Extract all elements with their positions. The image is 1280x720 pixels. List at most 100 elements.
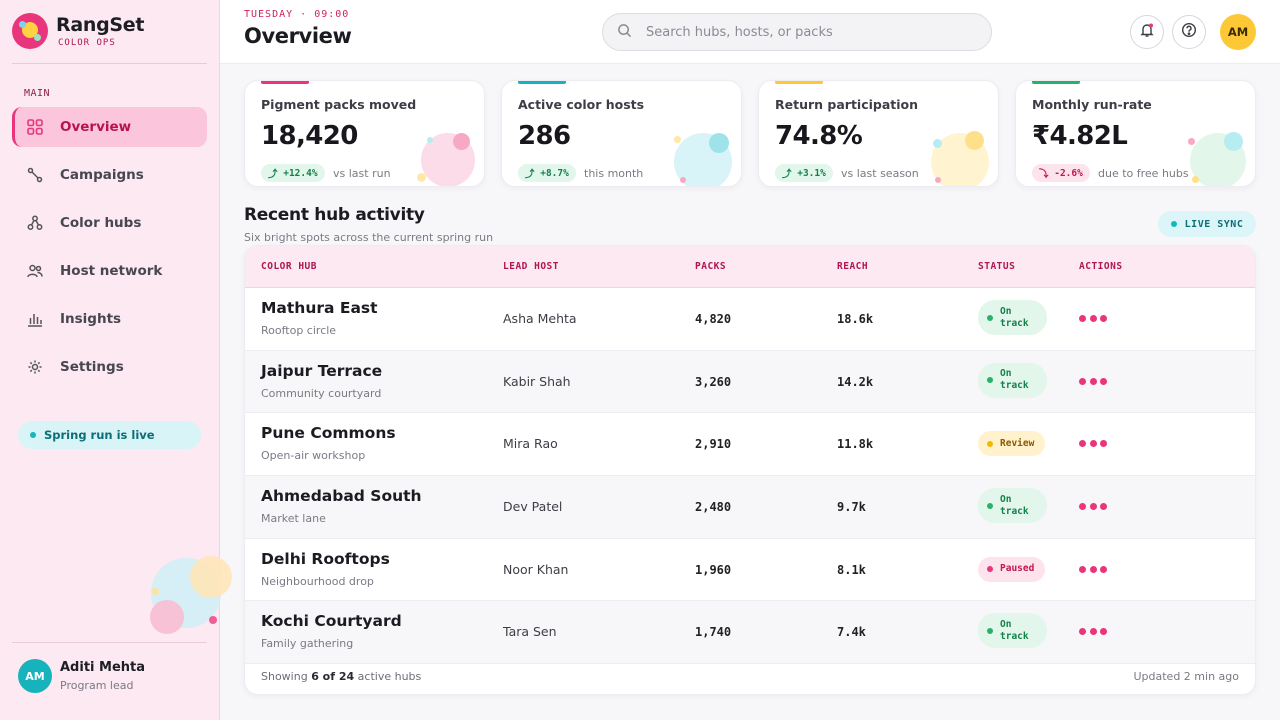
sidebar-item-label: Overview bbox=[60, 119, 132, 135]
column-header[interactable]: COLOR HUB bbox=[261, 261, 317, 272]
kpi-delta-value: +8.7% bbox=[540, 167, 569, 179]
sidebar-item-label: Settings bbox=[60, 359, 124, 375]
status-badge: On track bbox=[978, 488, 1047, 524]
trend-up-icon: ⤴ bbox=[525, 169, 541, 180]
sidebar-item-label: Color hubs bbox=[60, 215, 142, 231]
kpi-card-active-hosts[interactable]: Active color hosts 286 ⤴ +8.7% this mont… bbox=[501, 80, 742, 187]
table-row[interactable]: Delhi Rooftops Neighbourhood drop Noor K… bbox=[245, 539, 1255, 602]
status-label: On track bbox=[1000, 368, 1029, 392]
hub-name[interactable]: Kochi Courtyard bbox=[261, 612, 402, 631]
sidebar-item-campaigns[interactable]: Campaigns bbox=[12, 155, 207, 195]
table-header: COLOR HUB LEAD HOST PACKS REACH STATUS A… bbox=[245, 246, 1255, 288]
grid-icon bbox=[26, 118, 44, 136]
decorative-blob bbox=[935, 177, 941, 183]
kpi-card-monthly-run-rate[interactable]: Monthly run-rate ₹4.82L ⤵ -2.6% due to f… bbox=[1015, 80, 1256, 187]
table-row[interactable]: Jaipur Terrace Community courtyard Kabir… bbox=[245, 350, 1255, 414]
lead-host: Kabir Shah bbox=[503, 373, 571, 389]
kpi-value: 74.8% bbox=[775, 121, 863, 151]
divider bbox=[12, 642, 207, 643]
column-header[interactable]: LEAD HOST bbox=[503, 261, 559, 272]
hub-name[interactable]: Jaipur Terrace bbox=[261, 361, 383, 380]
packs-value: 3,260 bbox=[695, 374, 732, 389]
brand-logo-icon bbox=[12, 13, 48, 49]
table-body: Mathura East Rooftop circle Asha Mehta 4… bbox=[245, 288, 1255, 665]
column-header[interactable]: STATUS bbox=[978, 261, 1016, 272]
search-bar[interactable] bbox=[602, 13, 992, 51]
page-title: Overview bbox=[244, 24, 352, 48]
kpi-card-return-participation[interactable]: Return participation 74.8% ⤴ +3.1% vs la… bbox=[758, 80, 999, 187]
kpi-label: Return participation bbox=[775, 97, 919, 112]
user-name: Aditi Mehta bbox=[60, 660, 146, 675]
column-header[interactable]: REACH bbox=[837, 261, 869, 272]
table-footer: Showing 6 of 24 active hubs Updated 2 mi… bbox=[245, 663, 1255, 694]
row-actions-button[interactable] bbox=[1079, 440, 1111, 448]
decorative-blob bbox=[417, 173, 426, 182]
reach-value: 14.2k bbox=[837, 374, 874, 389]
kpi-label: Pigment packs moved bbox=[261, 97, 417, 112]
sidebar-item-overview[interactable]: Overview bbox=[12, 107, 207, 147]
table-row[interactable]: Mathura East Rooftop circle Asha Mehta 4… bbox=[245, 288, 1255, 351]
section-title: Recent hub activity bbox=[244, 205, 425, 225]
packs-value: 2,480 bbox=[695, 500, 732, 515]
search-icon bbox=[617, 23, 632, 42]
brand[interactable]: RangSet COLOR OPS bbox=[12, 13, 144, 49]
avatar[interactable]: AM bbox=[1220, 14, 1256, 50]
sidebar-item-label: Insights bbox=[60, 311, 122, 327]
hub-name[interactable]: Pune Commons bbox=[261, 424, 396, 443]
decorative-blob bbox=[190, 556, 232, 598]
lead-host: Tara Sen bbox=[503, 624, 557, 640]
reach-value: 11.8k bbox=[837, 437, 874, 452]
kpi-delta-badge: ⤴ +3.1% bbox=[775, 164, 833, 182]
sidebar-nav: Overview Campaigns Color hubs Host netwo… bbox=[12, 107, 207, 395]
user-role: Program lead bbox=[60, 679, 134, 692]
kpi-note: vs last season bbox=[841, 167, 919, 180]
live-sync-badge[interactable]: LIVE SYNC bbox=[1158, 211, 1256, 237]
pagination-summary: Showing 6 of 24 active hubs bbox=[261, 670, 421, 683]
sidebar-item-color-hubs[interactable]: Color hubs bbox=[12, 203, 207, 243]
sidebar-item-host-network[interactable]: Host network bbox=[12, 251, 207, 291]
help-button[interactable] bbox=[1172, 15, 1206, 49]
row-actions-button[interactable] bbox=[1079, 628, 1111, 636]
hub-activity-table: COLOR HUB LEAD HOST PACKS REACH STATUS A… bbox=[244, 245, 1256, 695]
hub-type: Rooftop circle bbox=[261, 324, 337, 337]
hub-name[interactable]: Delhi Rooftops bbox=[261, 549, 390, 568]
trend-down-icon: ⤵ bbox=[1039, 169, 1055, 180]
sidebar-item-insights[interactable]: Insights bbox=[12, 299, 207, 339]
lead-host: Mira Rao bbox=[503, 436, 558, 452]
lead-host: Dev Patel bbox=[503, 499, 563, 515]
hub-name[interactable]: Ahmedabad South bbox=[261, 487, 422, 506]
gear-icon bbox=[26, 358, 44, 376]
user-profile[interactable]: AM Aditi Mehta Program lead bbox=[18, 659, 145, 693]
kpi-delta-badge: ⤴ +12.4% bbox=[261, 164, 325, 182]
row-actions-button[interactable] bbox=[1079, 377, 1111, 385]
shown-count: 6 of 24 bbox=[311, 670, 355, 683]
kpi-delta-badge: ⤴ +8.7% bbox=[518, 164, 576, 182]
hub-name[interactable]: Mathura East bbox=[261, 299, 378, 317]
row-actions-button[interactable] bbox=[1079, 503, 1111, 511]
search-input[interactable] bbox=[646, 24, 966, 40]
people-icon bbox=[26, 262, 44, 280]
table-row[interactable]: Ahmedabad South Market lane Dev Patel 2,… bbox=[245, 476, 1255, 539]
reach-value: 8.1k bbox=[837, 562, 866, 577]
spring-run-status-pill: Spring run is live bbox=[18, 421, 201, 449]
kpi-value: 286 bbox=[518, 121, 571, 151]
bell-icon bbox=[1139, 22, 1155, 42]
decorative-blob bbox=[965, 131, 984, 150]
status-badge: On track bbox=[978, 300, 1047, 335]
table-row[interactable]: Kochi Courtyard Family gathering Tara Se… bbox=[245, 601, 1255, 665]
kpi-delta-value: -2.6% bbox=[1054, 167, 1083, 179]
column-header[interactable]: PACKS bbox=[695, 261, 727, 272]
row-actions-button[interactable] bbox=[1079, 315, 1111, 322]
notifications-button[interactable] bbox=[1130, 15, 1164, 49]
row-actions-button[interactable] bbox=[1079, 565, 1111, 573]
decorative-blob bbox=[933, 139, 942, 148]
hub-icon bbox=[26, 214, 44, 232]
sidebar-item-settings[interactable]: Settings bbox=[12, 347, 207, 387]
status-label: On track bbox=[1000, 618, 1029, 642]
status-badge: On track bbox=[978, 362, 1047, 398]
live-sync-label: LIVE SYNC bbox=[1184, 218, 1244, 230]
kpi-card-pigment-packs[interactable]: Pigment packs moved 18,420 ⤴ +12.4% vs l… bbox=[244, 80, 485, 187]
decorative-blob bbox=[674, 136, 681, 143]
table-row[interactable]: Pune Commons Open-air workshop Mira Rao … bbox=[245, 413, 1255, 477]
kpi-value: 18,420 bbox=[261, 121, 358, 151]
